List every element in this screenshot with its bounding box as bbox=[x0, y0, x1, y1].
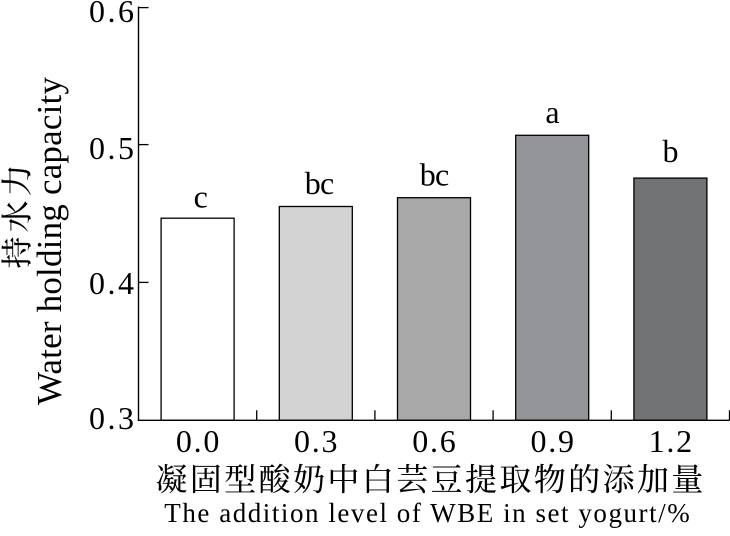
svg-text:0.0: 0.0 bbox=[176, 423, 220, 459]
svg-text:0.5: 0.5 bbox=[89, 130, 134, 166]
svg-text:0.9: 0.9 bbox=[530, 423, 574, 459]
svg-text:0.6: 0.6 bbox=[89, 0, 134, 29]
svg-text:The addition level of WBE in s: The addition level of WBE in set yogurt/… bbox=[164, 498, 689, 528]
svg-text:b: b bbox=[663, 133, 679, 169]
svg-text:0.6: 0.6 bbox=[412, 423, 456, 459]
svg-text:0.3: 0.3 bbox=[89, 400, 134, 436]
svg-text:a: a bbox=[545, 94, 559, 130]
svg-text:1.2: 1.2 bbox=[649, 423, 693, 459]
svg-text:bc: bc bbox=[420, 157, 450, 193]
svg-text:0.4: 0.4 bbox=[89, 265, 134, 301]
svg-text:Water holding capacity: Water holding capacity bbox=[30, 77, 69, 406]
svg-text:0.3: 0.3 bbox=[294, 423, 338, 459]
svg-text:bc: bc bbox=[305, 165, 335, 201]
svg-text:c: c bbox=[194, 179, 208, 215]
